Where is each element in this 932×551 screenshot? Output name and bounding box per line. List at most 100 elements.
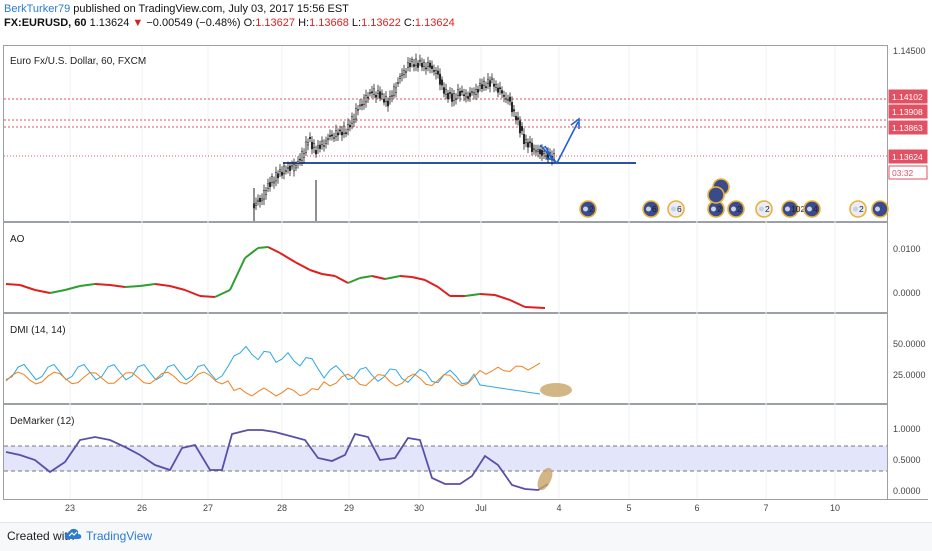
x-axis-label: Jul [475, 503, 487, 513]
candle-body [266, 183, 270, 189]
x-axis-label: 30 [414, 503, 424, 513]
candle-body [406, 62, 410, 68]
event-badge[interactable]: 4 [803, 200, 821, 218]
candle-body [350, 116, 354, 124]
candle-body [510, 102, 514, 113]
ao-segment [154, 283, 171, 287]
candle-body [522, 134, 526, 145]
x-axis-label: 4 [556, 503, 561, 513]
candle-body [290, 165, 294, 168]
event-badge[interactable] [707, 186, 725, 204]
candle-body [470, 91, 474, 93]
candle-body [410, 59, 414, 62]
candle-body [456, 89, 460, 96]
ao-segment [49, 289, 66, 294]
event-badge[interactable]: 2 [579, 200, 597, 218]
candle-body [448, 92, 452, 94]
candle-body [404, 71, 408, 73]
candlestick-series [252, 53, 556, 221]
candle-body [494, 84, 498, 88]
svg-text:1.14102: 1.14102 [892, 92, 923, 102]
event-badge[interactable]: 102 [781, 200, 805, 218]
chart-area[interactable]: Euro Fx/U.S. Dollar, 60, FXCM AO DMI (14… [0, 0, 932, 522]
economic-event-badges[interactable]: 2 6 6 2 2 2 102 4 2 [579, 178, 889, 218]
candle-body [306, 142, 310, 146]
event-badge[interactable]: 2 [755, 200, 773, 218]
candle-body [300, 151, 304, 161]
ao-segment [334, 275, 349, 284]
forecast-arrow[interactable] [539, 117, 580, 165]
candle-body [390, 95, 394, 97]
candle-body [334, 130, 338, 137]
candle-body [326, 138, 330, 140]
price-tick-top: 1.14500 [893, 46, 926, 56]
candle-body [432, 70, 436, 72]
candle-body [486, 78, 490, 85]
ao-segment [411, 276, 426, 281]
candle-body [388, 96, 392, 100]
svg-text:4: 4 [813, 204, 818, 214]
candle-body [434, 70, 438, 74]
candle-body [416, 63, 420, 68]
author-link[interactable]: BerkTurker79 [4, 3, 71, 15]
event-badge[interactable]: 2 [707, 200, 725, 218]
candle-body [374, 94, 378, 98]
candle-body [424, 67, 428, 70]
candle-body [508, 96, 512, 102]
candle-body [262, 190, 266, 200]
ao-tick-top: 0.0100 [893, 244, 921, 254]
candle-body [330, 134, 334, 137]
candle-body [346, 124, 350, 130]
candle-body [280, 171, 284, 176]
x-axis-label: 6 [694, 503, 699, 513]
candle-body [524, 138, 528, 144]
panel-frames [3, 45, 928, 500]
down-triangle-icon: ▼ [132, 17, 144, 29]
demarker-band [4, 446, 887, 471]
candle-body [328, 135, 332, 137]
footer: Created with TradingView [0, 522, 932, 551]
ao-segment [279, 252, 296, 263]
price-tag: 1.13863 [888, 120, 928, 135]
candle-body [488, 80, 492, 87]
svg-text:1.13908: 1.13908 [892, 107, 923, 117]
ao-segment [169, 285, 186, 291]
candle-body [376, 90, 380, 94]
ao-segment [34, 289, 51, 294]
event-badge[interactable] [871, 200, 889, 218]
tradingview-brand-link[interactable]: TradingView [86, 529, 153, 543]
low-label: L: [351, 17, 362, 29]
candle-body [532, 148, 536, 151]
x-axis-label: 27 [203, 503, 213, 513]
candle-body [352, 119, 356, 123]
ao-segment [229, 257, 246, 291]
candle-body [484, 86, 488, 88]
ao-segment [109, 284, 126, 288]
event-badge[interactable]: 2 [727, 200, 745, 218]
high-value: 1.13668 [309, 17, 349, 29]
ao-segment [244, 247, 259, 259]
ao-series [5, 246, 546, 309]
price-tag: 1.14102 [888, 89, 928, 104]
candle-body [444, 89, 448, 95]
candle-body [408, 62, 412, 68]
candle-body [464, 92, 468, 98]
open-label: O: [243, 17, 256, 29]
candle-body [542, 151, 546, 155]
candle-body [284, 170, 288, 172]
candle-body [260, 198, 264, 202]
candle-body [340, 131, 344, 136]
candle-body [384, 96, 388, 102]
price-panel-title: Euro Fx/U.S. Dollar, 60, FXCM [10, 56, 146, 67]
candle-body [348, 124, 352, 128]
candle-body [482, 80, 486, 86]
candle-body [358, 104, 362, 107]
event-badge[interactable]: 6 [667, 200, 685, 218]
last-price: 1.13624 [89, 17, 130, 29]
event-badge[interactable]: 6 [642, 200, 660, 218]
ao-segment [184, 289, 201, 297]
x-axis-label: 26 [137, 503, 147, 513]
event-badge[interactable]: 2 [849, 200, 867, 218]
svg-text:2: 2 [717, 204, 722, 214]
candle-body [282, 165, 286, 174]
